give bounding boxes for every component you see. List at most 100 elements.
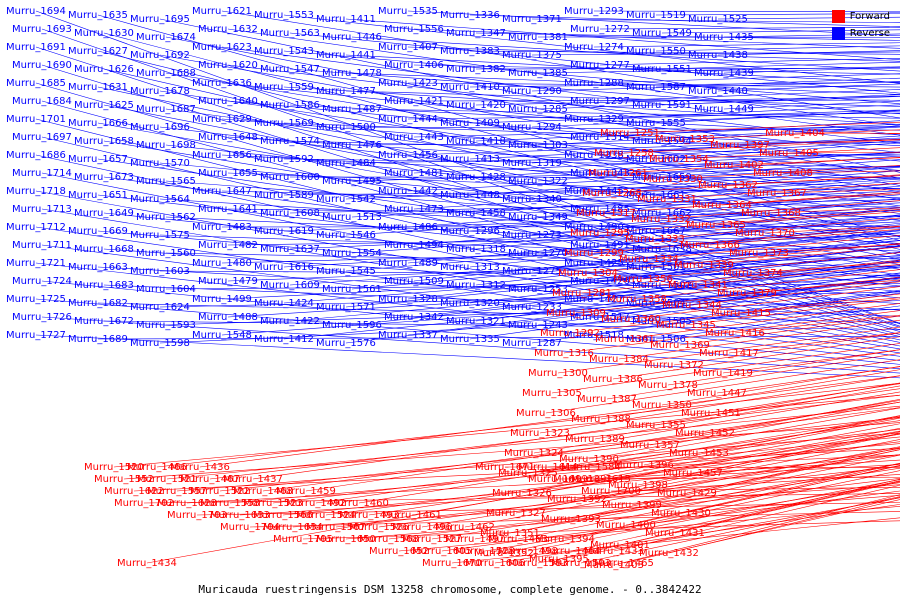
reverse-gene-label: Murru_1381 (508, 32, 568, 43)
forward-gene-label: Murru_1378 (638, 380, 698, 391)
reverse-connector (97, 50, 900, 246)
forward-gene-label: Murru_1432 (639, 548, 699, 559)
forward-gene-label: Murru_1351 (480, 528, 540, 539)
forward-connector (547, 447, 900, 468)
reverse-gene-label: Murru_1690 (12, 60, 72, 71)
reverse-connector (283, 122, 900, 146)
forward-gene-label: Murru_1387 (577, 394, 637, 405)
reverse-gene-label: Murru_1479 (198, 276, 258, 287)
reverse-connector (165, 216, 900, 252)
reverse-connector (345, 126, 900, 131)
reverse-connector (289, 68, 900, 115)
reverse-connector (35, 190, 900, 347)
forward-gene-label: Murru_1416 (705, 328, 765, 339)
reverse-connector (97, 230, 900, 299)
forward-gene-label: Murru_1522 (190, 486, 250, 497)
forward-connector (474, 463, 900, 540)
reverse-connector (345, 227, 900, 272)
forward-gene-label: Murru_1700 (581, 486, 641, 497)
reverse-gene-label: Murru_1448 (440, 190, 500, 201)
reverse-gene-label: Murru_1275 (502, 266, 562, 277)
reverse-connector (537, 66, 900, 74)
reverse-gene-label: Murru_1626 (74, 64, 134, 75)
forward-connector (209, 394, 900, 480)
reverse-gene-label: Murru_1553 (254, 10, 314, 21)
forward-gene-label: Murru_1397 (710, 140, 770, 151)
reverse-gene-label: Murru_1495 (322, 176, 382, 187)
reverse-gene-label: Murru_1342 (384, 312, 444, 323)
forward-gene-label: Murru_1365 (686, 220, 746, 231)
forward-gene-label: Murru_1408 (753, 168, 813, 179)
forward-gene-label: Murru_1333 (625, 234, 685, 245)
forward-gene-label: Murru_1699 (528, 474, 588, 485)
reverse-gene-label: Murru_1478 (322, 68, 382, 79)
reverse-connector (165, 36, 900, 179)
forward-gene-label: Murru_1330 (643, 174, 703, 185)
forward-gene-label: Murru_1451 (681, 408, 741, 419)
reverse-connector (289, 140, 900, 157)
reverse-gene-label: Murru_1621 (192, 6, 252, 17)
reverse-gene-label: Murru_1312 (446, 280, 506, 291)
reverse-gene-label: Murru_1695 (130, 14, 190, 25)
forward-gene-label: Murru_1652 (369, 546, 429, 557)
reverse-connector (165, 252, 900, 268)
reverse-gene-label: Murru_1504 (626, 298, 686, 309)
reverse-gene-label: Murru_1287 (502, 338, 562, 349)
reverse-gene-label: Murru_1491 (570, 240, 630, 251)
reverse-gene-label: Murru_1691 (6, 42, 66, 53)
reverse-gene-label: Murru_1412 (254, 334, 314, 345)
forward-gene-label: Murru_1261 (588, 168, 648, 179)
forward-gene-label: Murru_1584 (561, 462, 621, 473)
reverse-connector (41, 172, 900, 343)
reverse-gene-label: Murru_1445 (564, 186, 624, 197)
reverse-connector (537, 36, 900, 38)
reverse-gene-label: Murru_1569 (254, 118, 314, 129)
forward-connector (504, 466, 900, 468)
forward-gene-label: Murru_1526 (349, 522, 409, 533)
reverse-connector (469, 14, 900, 27)
reverse-connector (221, 245, 900, 264)
reverse-gene-label: Murru_1656 (192, 150, 252, 161)
forward-gene-label: Murru_1524 (296, 510, 356, 521)
forward-gene-label: Murru_1702 (114, 498, 174, 509)
reverse-connector (227, 172, 900, 199)
reverse-connector (159, 291, 900, 308)
forward-connector (123, 422, 900, 480)
forward-gene-label: Murru_1460 (329, 498, 389, 509)
forward-gene-label: Murru_1295 (570, 228, 630, 239)
reverse-connector (413, 178, 900, 210)
forward-gene-label: Murru_1394 (535, 534, 595, 545)
reverse-connector (41, 208, 900, 350)
reverse-gene-label: Murru_1253 (508, 284, 568, 295)
reverse-gene-label: Murru_1420 (446, 100, 506, 111)
reverse-connector (469, 222, 900, 268)
forward-gene-label: Murru_1496 (392, 522, 452, 533)
reverse-connector (413, 64, 900, 75)
forward-gene-label: Murru_1437 (223, 474, 283, 485)
reverse-connector (289, 266, 900, 322)
reverse-gene-label: Murru_1545 (316, 266, 376, 277)
forward-gene-label: Murru_1258 (594, 148, 654, 159)
reverse-gene-label: Murru_1547 (260, 64, 320, 75)
reverse-gene-label: Murru_1427 (564, 294, 624, 305)
reverse-gene-label: Murru_1685 (6, 78, 66, 89)
forward-gene-label: Murru_1317 (576, 208, 636, 219)
forward-connector (570, 480, 900, 552)
label-connector-lines (35, 10, 900, 566)
reverse-connector (97, 266, 900, 311)
reverse-connector (531, 18, 900, 23)
reverse-gene-label: Murru_1658 (74, 136, 134, 147)
forward-gene-label: Murru_1299 (564, 248, 624, 259)
reverse-gene-label: Murru_1440 (688, 86, 748, 97)
reverse-gene-label: Murru_1563 (260, 28, 320, 39)
reverse-gene-label: Murru_1486 (378, 222, 438, 233)
reverse-gene-label: Murru_1505 (632, 316, 692, 327)
reverse-gene-label: Murru_1484 (316, 158, 376, 169)
reverse-connector (103, 248, 900, 304)
forward-gene-label: Murru_1352 (474, 548, 534, 559)
reverse-gene-label: Murru_1513 (322, 212, 382, 223)
reverse-gene-label: Murru_1485 (570, 204, 630, 215)
forward-gene-label: Murru_1417 (699, 348, 759, 359)
forward-connector (229, 443, 900, 504)
reverse-connector (345, 18, 900, 61)
